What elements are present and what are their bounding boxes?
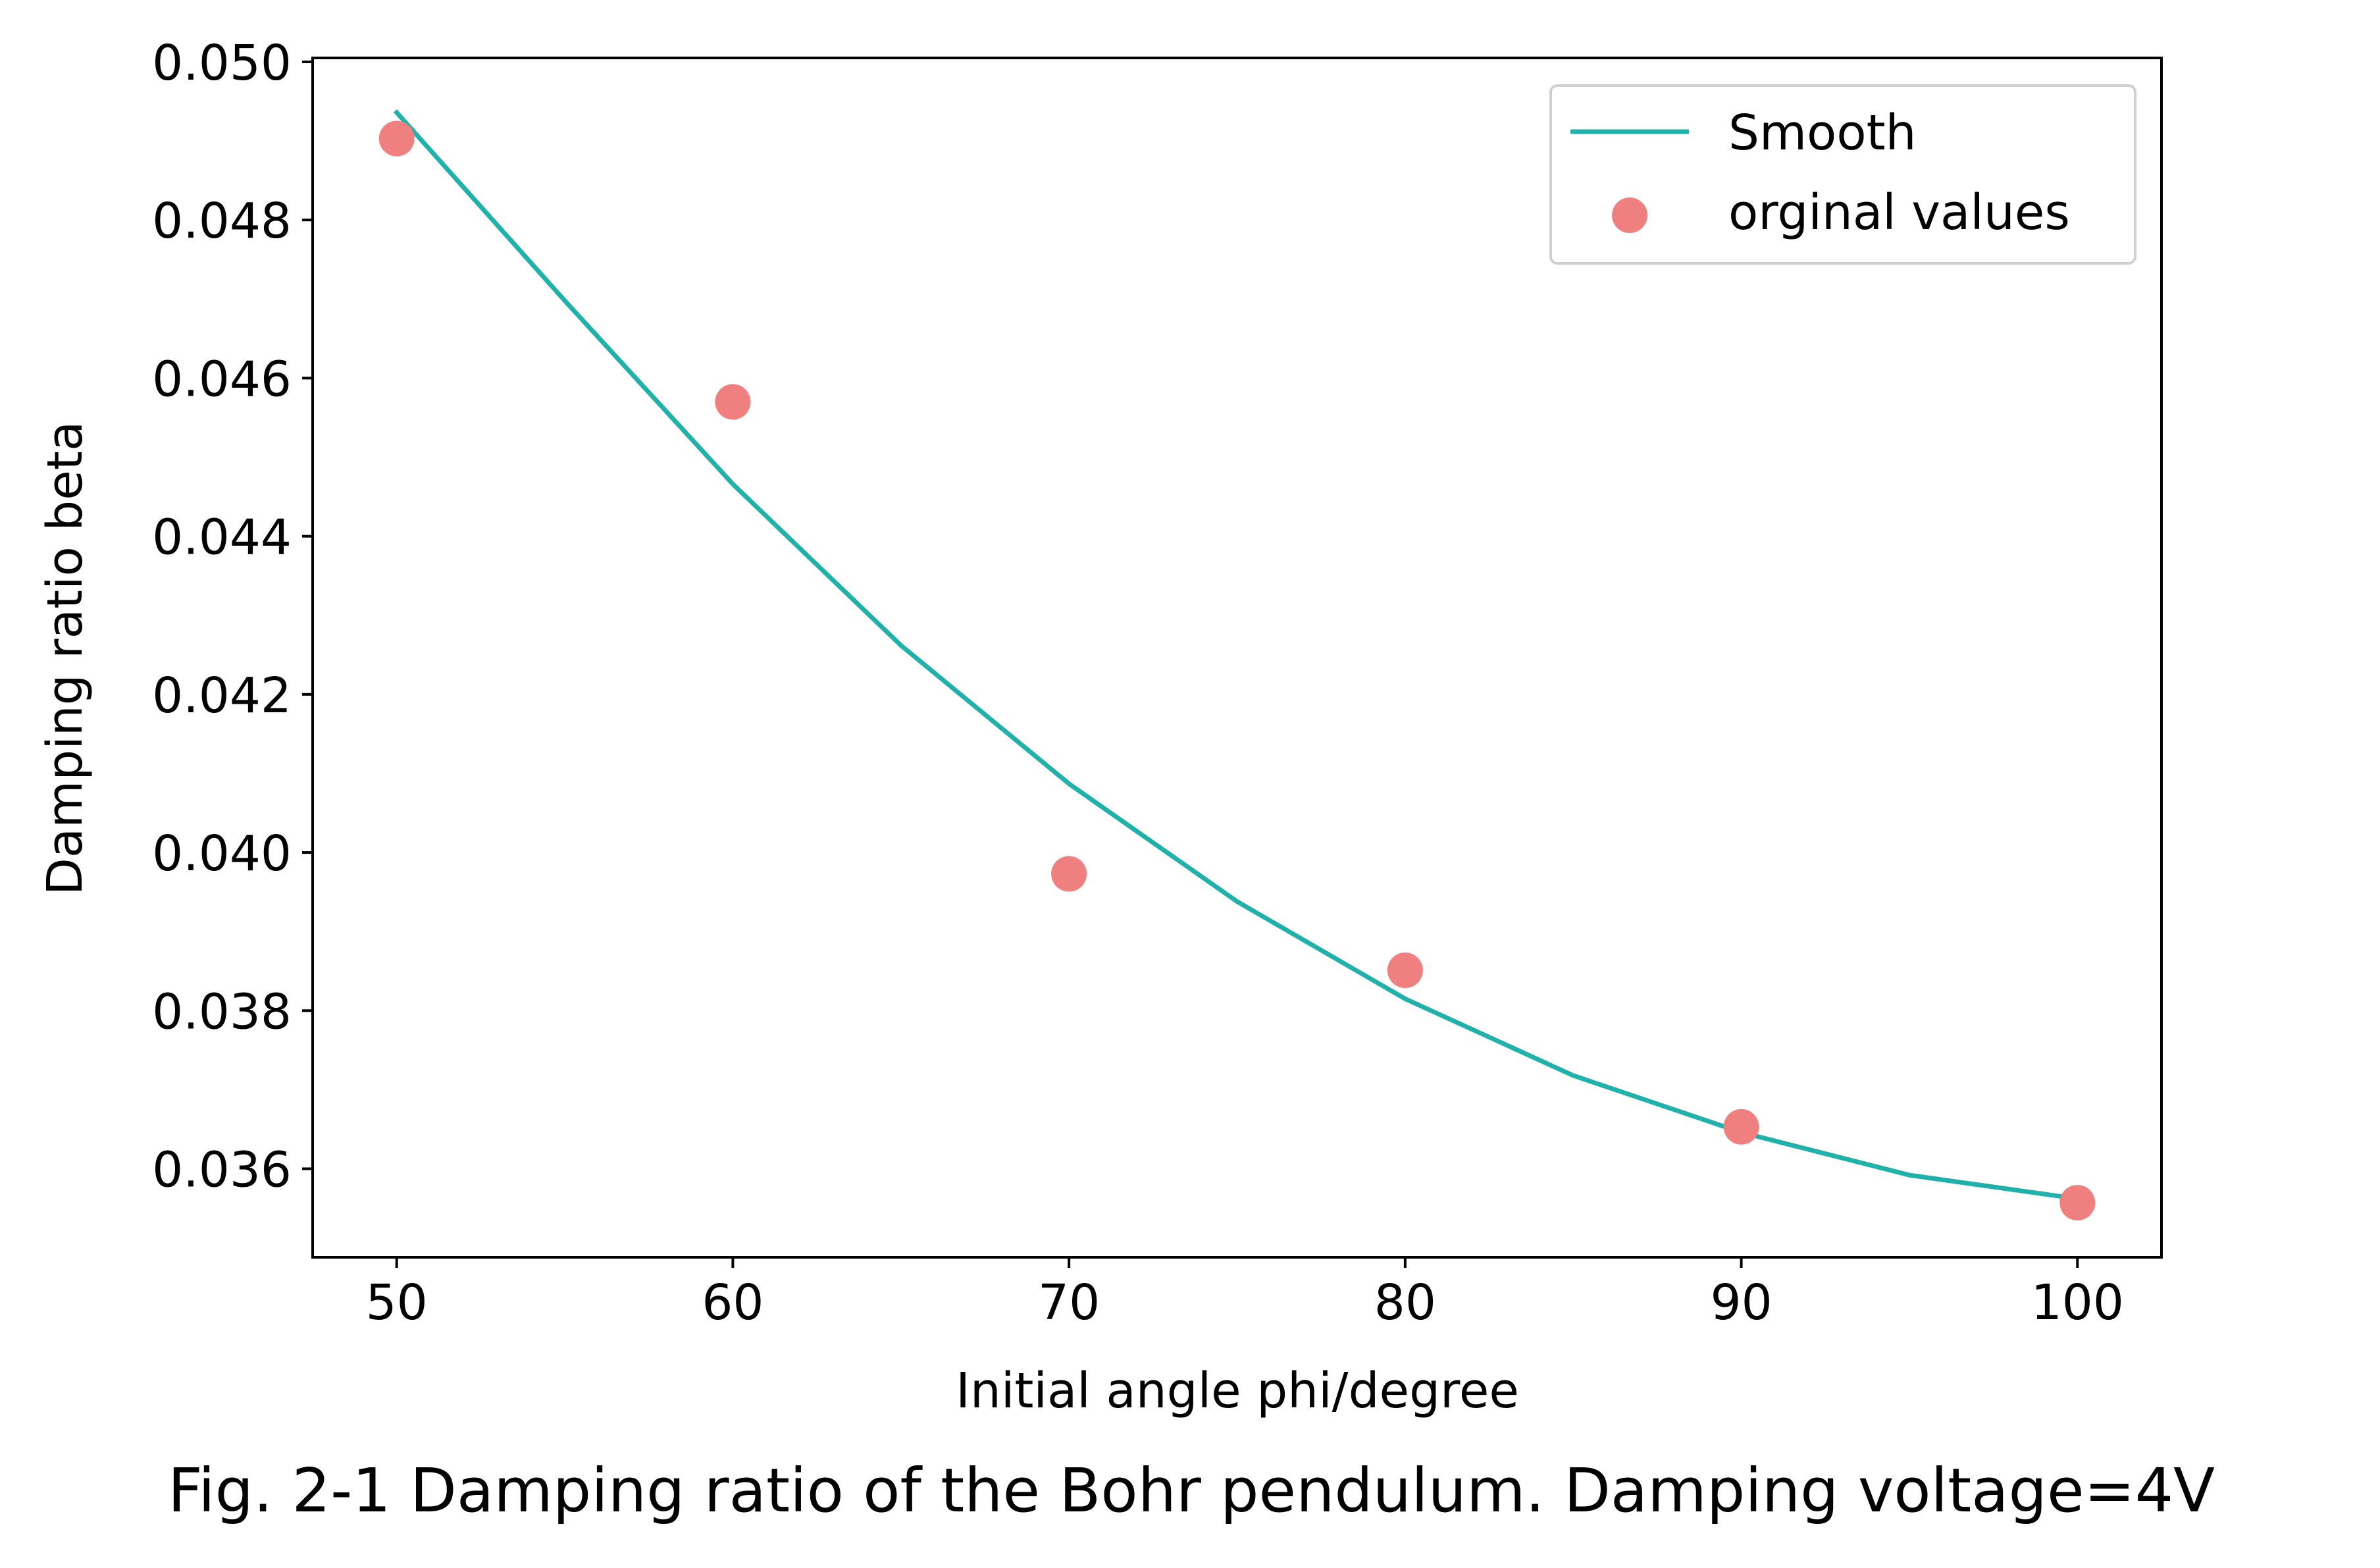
data-point	[715, 384, 751, 420]
legend-label: orginal values	[1728, 184, 2070, 241]
y-tick-label: 0.042	[152, 667, 292, 724]
smooth-fit-line	[393, 109, 2081, 1202]
y-tick-label: 0.044	[152, 510, 292, 566]
data-point	[1051, 856, 1087, 892]
plot-area	[311, 57, 2163, 1259]
y-axis-label: Damping ratio beta	[37, 421, 93, 895]
y-tick-label: 0.040	[152, 825, 292, 882]
legend-label: Smooth	[1728, 105, 1917, 161]
data-point	[2059, 1185, 2096, 1221]
x-tick-label: 80	[1374, 1274, 1436, 1331]
data-point	[378, 120, 415, 157]
legend-box	[1549, 84, 2136, 265]
y-tick-label: 0.050	[152, 35, 292, 91]
data-point	[1723, 1109, 1759, 1145]
legend-marker-swatch	[1612, 197, 1647, 233]
x-tick-label: 50	[366, 1274, 428, 1331]
x-axis-ticks: 50 60 70 80 90 100	[366, 1257, 2124, 1331]
y-tick-label: 0.038	[152, 983, 292, 1040]
figure-caption: Fig. 2-1 Damping ratio of the Bohr pendu…	[168, 1455, 2215, 1526]
legend: Smooth orginal values	[1549, 84, 2136, 265]
y-axis-ticks: 0.036 0.038 0.040 0.042 0.044 0.046 0.048 0.050	[152, 35, 313, 1198]
y-tick-label: 0.036	[152, 1141, 292, 1198]
x-tick-label: 60	[702, 1274, 763, 1331]
x-axis-label: Initial angle phi/degree	[956, 1363, 1519, 1419]
x-tick-label: 100	[2031, 1274, 2124, 1331]
x-tick-label: 90	[1711, 1274, 1772, 1331]
axes-frame	[311, 57, 2163, 1259]
data-point	[1387, 953, 1423, 988]
y-tick-label: 0.048	[152, 193, 292, 249]
y-tick-label: 0.046	[152, 351, 292, 407]
x-tick-label: 70	[1038, 1274, 1100, 1331]
